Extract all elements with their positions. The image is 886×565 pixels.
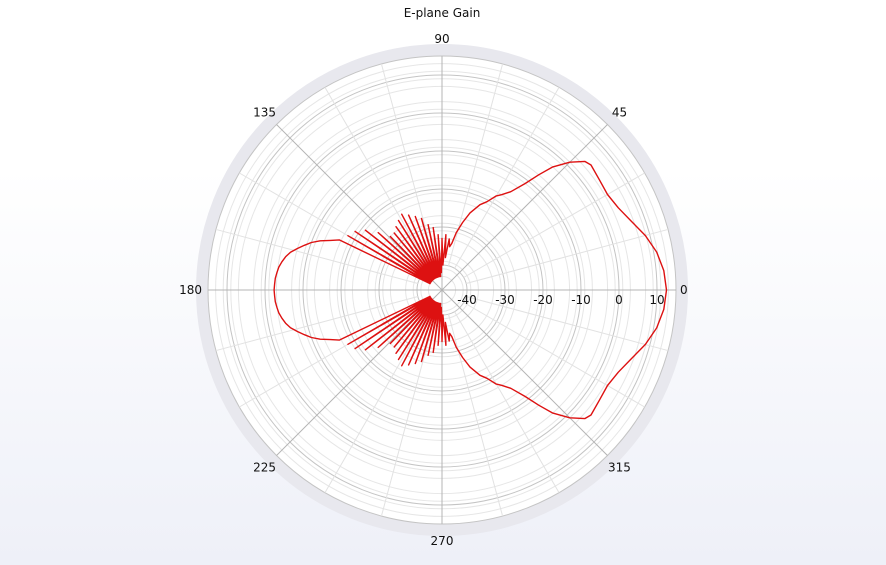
radial-tick-labels: -40 -30 -20 -10 0 10 bbox=[457, 293, 664, 307]
radial-tick-label: 0 bbox=[615, 293, 623, 307]
radial-tick-label: -10 bbox=[571, 293, 591, 307]
angular-tick-label: 180 bbox=[179, 283, 202, 297]
gain-series bbox=[273, 160, 668, 420]
angular-tick-labels: 0 45 90 135 180 225 270 315 bbox=[179, 32, 688, 548]
major-spoke bbox=[441, 124, 608, 291]
angular-tick-label: 270 bbox=[431, 534, 454, 548]
minor-spoke bbox=[324, 87, 430, 269]
major-spoke bbox=[441, 289, 608, 456]
minor-spoke bbox=[324, 311, 430, 493]
minor-spoke bbox=[463, 302, 645, 408]
minor-spoke bbox=[380, 314, 437, 517]
angular-tick-label: 90 bbox=[434, 32, 449, 46]
minor-spoke bbox=[466, 228, 669, 285]
minor-spoke bbox=[454, 87, 560, 269]
angular-tick-label: 315 bbox=[608, 460, 631, 474]
minor-spoke bbox=[466, 295, 669, 352]
minor-spoke bbox=[447, 63, 504, 266]
gain-series-line bbox=[273, 160, 668, 420]
minor-spoke bbox=[380, 63, 437, 266]
minor-spoke bbox=[463, 172, 645, 278]
angular-tick-label: 0 bbox=[680, 283, 688, 297]
minor-spoke bbox=[447, 314, 504, 517]
minor-spoke bbox=[215, 228, 418, 285]
radial-tick-label: 10 bbox=[649, 293, 664, 307]
minor-spoke bbox=[215, 295, 418, 352]
angular-tick-label: 45 bbox=[612, 106, 627, 120]
angular-spokes bbox=[208, 56, 676, 524]
angular-tick-label: 225 bbox=[253, 460, 276, 474]
chart-title: E-plane Gain bbox=[404, 6, 481, 20]
angular-tick-label: 135 bbox=[253, 106, 276, 120]
radial-tick-label: -30 bbox=[495, 293, 515, 307]
radial-tick-label: -40 bbox=[457, 293, 477, 307]
minor-spoke bbox=[454, 311, 560, 493]
radial-tick-label: -20 bbox=[533, 293, 553, 307]
